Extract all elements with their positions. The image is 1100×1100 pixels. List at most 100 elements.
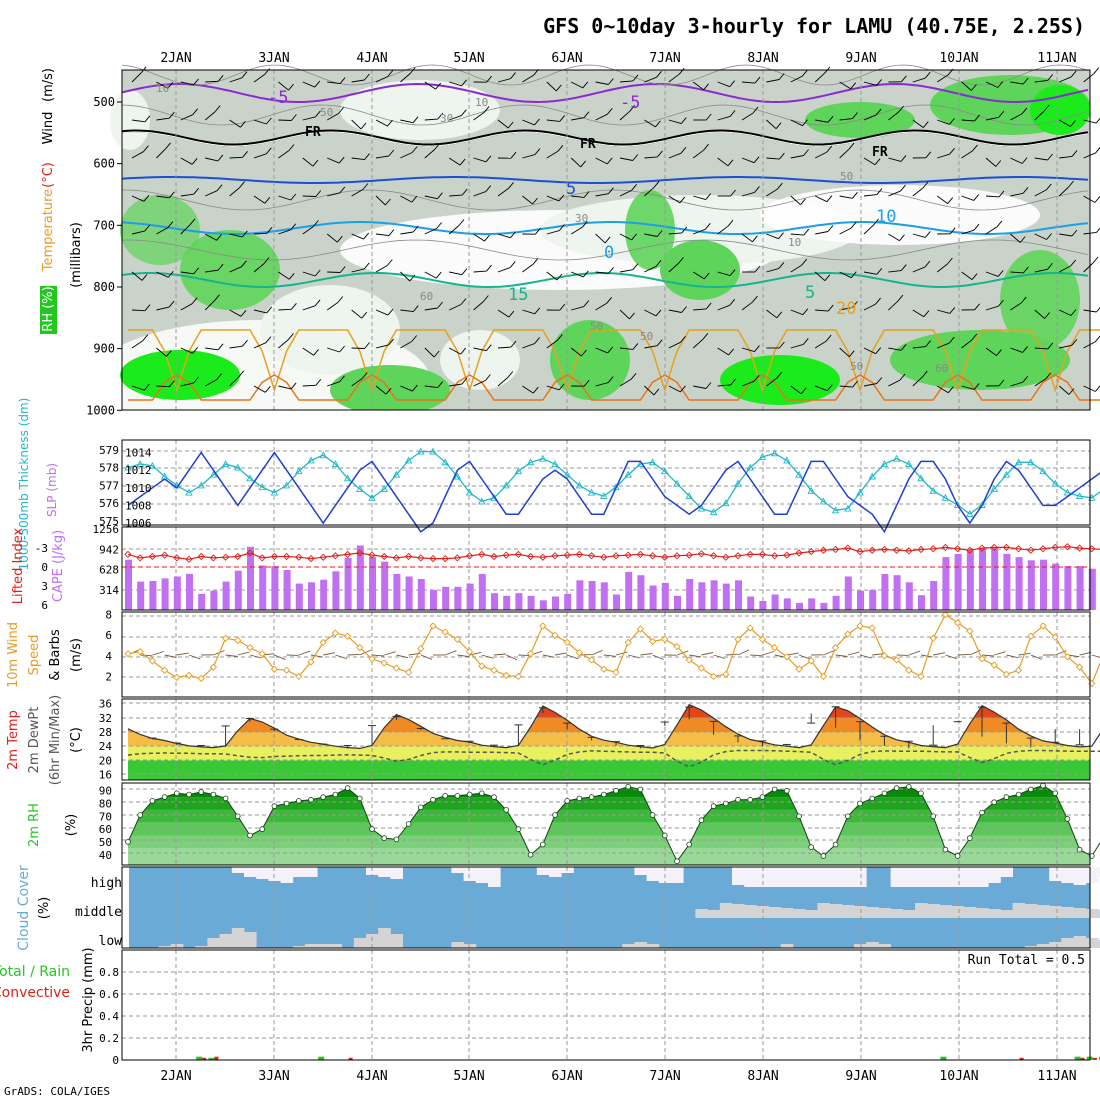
slp-tick-label: 1010: [125, 482, 152, 495]
wind-barb-flag: [555, 84, 562, 92]
cloud-middle: [1049, 906, 1062, 918]
day-label-top: 2JAN: [160, 51, 191, 66]
wind-barb: [253, 119, 267, 125]
wind-barb-flag: [508, 182, 514, 189]
cape-bar: [259, 565, 267, 610]
wind-barb: [449, 271, 462, 276]
wind-barb: [936, 74, 949, 83]
wind-barb: [717, 271, 731, 277]
wind-barb: [863, 224, 874, 235]
cape-bar: [381, 561, 389, 610]
rh-marker: [1028, 786, 1034, 793]
wind-barb-flag: [339, 266, 346, 273]
thickness-marker: [221, 460, 230, 467]
wind-barb: [741, 233, 753, 243]
wind-barb-flag: [899, 234, 905, 241]
lifted-index-marker: [880, 545, 889, 554]
wind-barb: [156, 227, 169, 235]
wind-barb-flag: [142, 334, 149, 341]
cloud-high: [890, 867, 904, 887]
wind-barb-flag: [824, 274, 831, 281]
wind-barb: [888, 379, 901, 387]
wind-barb: [839, 307, 853, 311]
cape-bar: [942, 557, 950, 610]
wind-barb-flag: [459, 158, 466, 166]
thickness-marker: [770, 449, 779, 457]
wind-barb-flag: [680, 385, 686, 393]
wind-barb: [204, 379, 217, 387]
cape-bar: [295, 583, 303, 610]
cape-bar: [674, 595, 681, 610]
rh-marker: [174, 790, 180, 797]
wind-barb: [717, 157, 729, 167]
cape-bar: [747, 596, 755, 610]
wind-speed-marker: [880, 652, 889, 660]
wind-barb-flag: [288, 333, 294, 340]
wind-barb: [985, 157, 997, 167]
lifted-index-marker: [258, 554, 266, 562]
cape-bar: [320, 579, 328, 610]
wind-barb: [400, 119, 414, 124]
lifted-index-marker: [343, 550, 352, 559]
wind-barb-10m: [957, 653, 970, 656]
wind-speed-marker: [819, 672, 828, 681]
wind-barb-10m: [981, 654, 995, 657]
cape-tick-label: 942: [99, 543, 119, 556]
wind-barb: [1010, 192, 1024, 197]
lifted-index-marker: [270, 552, 279, 561]
wind-speed-marker: [685, 656, 693, 664]
wind-barb: [570, 157, 582, 168]
ylabel-wind: Wind: [41, 112, 56, 145]
rh-marker: [564, 798, 570, 804]
wind-barb: [131, 271, 143, 281]
dewpoint-line: [127, 749, 1100, 768]
rh-shade-patch: [660, 240, 740, 300]
day-label-top: 4JAN: [356, 51, 387, 66]
temp-tick-label: 36: [99, 698, 112, 711]
cloud-high: [280, 867, 294, 883]
lifted-index-marker: [575, 550, 584, 559]
wind-barb: [863, 303, 876, 311]
wind-barb: [912, 309, 925, 318]
wind-speed-marker: [600, 665, 608, 673]
wind-barb: [375, 233, 389, 237]
wind-barb-flag: [412, 384, 418, 392]
cloud-low: [634, 942, 647, 948]
wind-barb: [497, 346, 512, 349]
wind-barb-flag: [484, 234, 490, 242]
day-label-bottom: 3JAN: [258, 1069, 289, 1084]
ylabel-2m-dewpt: 2m DewPt: [27, 707, 42, 774]
wind-barb-flag: [900, 264, 907, 271]
cape-bar: [1040, 559, 1047, 610]
rh-shade-patch: [440, 330, 520, 390]
wind-barb: [278, 81, 289, 91]
wind-barb: [156, 306, 170, 311]
cape-bar: [844, 576, 852, 610]
wind-barb-10m: [1091, 654, 1100, 658]
cloud-high: [1061, 867, 1074, 883]
rh-marker: [698, 817, 705, 823]
precip-frame: [121, 949, 1091, 1061]
cape-bar: [478, 573, 486, 610]
wind-barb-flag: [949, 118, 955, 125]
wind-barb: [302, 195, 316, 197]
wind-barb-flag: [265, 147, 272, 155]
wind-barb-flag: [362, 183, 369, 190]
wind-barb: [449, 383, 463, 387]
cloud-low: [353, 938, 367, 948]
wind-barb-10m: [384, 651, 396, 656]
wind-barb: [351, 378, 363, 387]
wind-barb-flag: [583, 191, 590, 198]
wind-barb: [692, 81, 704, 91]
thickness-marker: [783, 456, 791, 464]
wind-barb: [644, 156, 658, 159]
wind-barb-10m: [737, 649, 750, 656]
slp-tick-label: 1014: [125, 447, 152, 460]
wind-barb-flag: [313, 349, 319, 356]
wind-barb: [570, 226, 583, 235]
rh-marker: [796, 813, 802, 820]
temp-contour-label: FR: [305, 125, 321, 140]
cape-bar: [722, 583, 730, 610]
wind-barb: [131, 195, 145, 202]
thickness-tick-label: 579: [99, 444, 119, 457]
